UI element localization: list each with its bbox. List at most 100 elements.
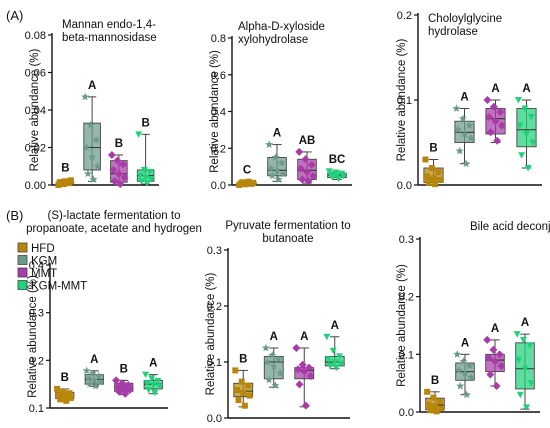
panel-label-a: (A) [6,8,23,23]
significance-letter: B [141,117,149,129]
data-point [86,120,95,129]
data-point [67,177,74,184]
data-point [88,152,97,161]
y-axis-label: Relative abundance (%) [396,38,408,161]
data-point [492,382,501,391]
significance-letter: A [88,80,96,92]
data-point [292,344,301,352]
significance-letter: B [429,143,437,155]
box-hfd: B [55,162,75,188]
y-tick-label: 0.06 [25,68,46,80]
data-point [489,102,498,111]
data-point [491,117,500,126]
significance-letter: A [273,128,281,140]
data-point [516,391,524,399]
data-point [514,97,522,104]
box-mmt: B [107,138,129,189]
data-point [63,178,70,185]
chart-panel-2: Alpha-D-xyloside xylohydrolase Relative ab… [209,21,352,192]
box-mmt: B [112,363,134,398]
data-point [82,366,91,375]
box-kgm-mmt: A [142,358,163,397]
data-point [145,386,153,394]
data-point [432,403,438,410]
significance-letter: A [270,331,278,343]
data-point [66,390,73,397]
data-point [301,401,310,410]
data-point [60,388,67,395]
data-point [524,165,532,172]
data-point [148,375,156,382]
chart-title: Choloylglycine hydrolase [428,13,502,38]
data-point [115,387,124,396]
y-tick-label: 0.00 [25,180,46,192]
significance-letter: B [239,353,247,365]
y-tick-label: 0.02 [25,143,46,155]
chart-panel-5: Pyruvate fermentation to butanoate Relativ… [205,220,351,425]
y-axis-label: Relative abundance (%) [27,275,39,398]
data-point [523,131,530,138]
y-axis-label: Relative abundance (%) [29,48,41,171]
box-kgm: A [265,128,288,183]
y-tick-label: 0.1 [399,349,414,361]
data-point [96,378,105,386]
data-point [466,134,475,142]
data-point [428,165,435,171]
data-point [293,365,302,374]
data-point [496,107,505,116]
y-tick-label: 0.4 [29,260,44,272]
data-point [485,113,494,121]
legend-item: KGM [17,255,57,268]
data-point [143,380,151,387]
data-point [88,369,97,378]
y-tick-label: 0.1 [397,95,412,107]
data-point [83,169,92,178]
data-point [331,359,339,366]
data-point [337,360,345,368]
data-point [307,160,316,169]
data-point [495,350,504,359]
data-point [455,146,464,155]
significance-letter: B [61,162,69,174]
data-point [240,389,247,396]
data-point [279,169,288,178]
significance-letter: B [115,138,123,150]
data-point [295,380,304,389]
y-tick-label: 0.0 [399,407,414,419]
data-point [462,390,471,399]
data-point [298,360,307,369]
chart-panel-3: Choloylglycine hydrolase Relative abundanc… [396,10,542,192]
significance-letter: A [300,331,308,343]
data-point [519,336,527,344]
significance-letter: A [460,92,468,104]
box-kgm: A [452,92,475,168]
significance-letter: A [331,320,339,332]
data-point [430,394,437,401]
data-point [67,394,74,401]
data-point [82,143,91,151]
data-point [303,168,311,177]
data-point [425,401,432,408]
data-point [424,173,431,180]
legend-label: KGM-MMT [31,281,87,293]
data-point [90,376,99,384]
box-kgm: A [453,337,476,399]
data-point [300,367,309,376]
y-tick-label: 0.2 [397,10,412,22]
data-point [274,355,283,363]
data-point [462,159,471,168]
box-kgm: A [261,331,285,389]
data-point [325,168,333,175]
data-point [304,177,313,186]
data-point [456,381,465,390]
data-point [245,178,252,185]
data-point [491,357,499,366]
data-point [432,181,439,188]
significance-letter: B [120,363,128,375]
data-point [110,177,119,186]
data-point [453,350,462,358]
data-point [235,397,242,404]
chart-panel-4: (S)-lactate fermentation to propanoate, a… [26,210,202,415]
significance-letter: A [491,83,499,95]
